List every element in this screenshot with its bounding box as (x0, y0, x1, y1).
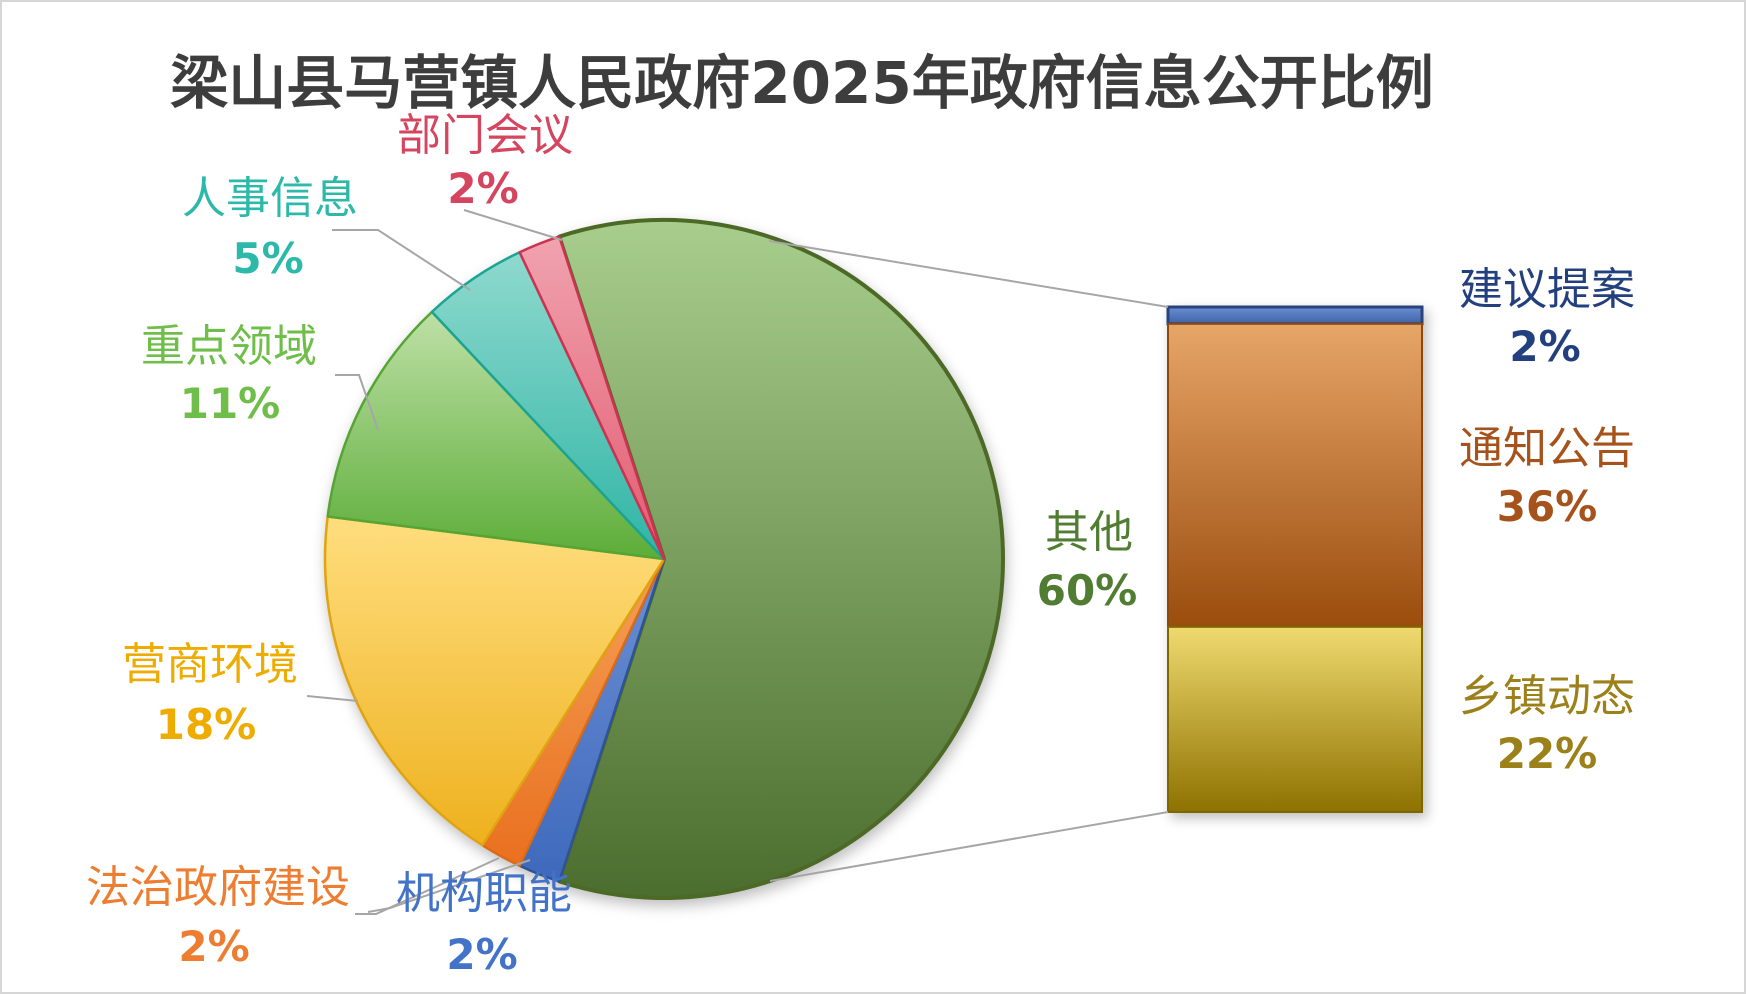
label-leader-line (367, 859, 531, 913)
chart-title: 梁山县马营镇人民政府2025年政府信息公开比例 (170, 49, 1434, 117)
pie-label-personnel: 人事信息 (182, 173, 358, 224)
bar-label-proposals: 建议提案 (1459, 264, 1635, 315)
pie-slice-business-env (323, 515, 666, 847)
label-leader-line (332, 229, 471, 291)
pie-label-dept-meetings: 部门会议 (397, 110, 573, 161)
pie-value-other: 60% (1036, 566, 1138, 615)
pie-value-business-env: 18% (155, 700, 257, 749)
label-leader-line (463, 209, 563, 241)
label-leader-line (306, 695, 359, 702)
bar-value-notices: 36% (1496, 482, 1598, 531)
bar-label-notices: 通知公告 (1459, 423, 1635, 474)
series-connector-line (769, 811, 1169, 882)
pie-slice-key-areas (326, 310, 666, 561)
breakdown-bar (1166, 305, 1424, 813)
label-leader-line (355, 857, 500, 915)
connector-lines (306, 209, 1169, 915)
pie (323, 218, 1005, 900)
pie-label-other: 其他 (1045, 507, 1133, 558)
bar-value-proposals: 2% (1509, 322, 1581, 371)
bar-value-township-news: 22% (1496, 729, 1598, 778)
pie-slice-other (557, 218, 1005, 900)
pie-label-org-functions: 机构职能 (396, 868, 572, 919)
bar-label-township-news: 乡镇动态 (1459, 671, 1635, 722)
pie-value-dept-meetings: 2% (447, 164, 519, 213)
pie-label-business-env: 营商环境 (122, 639, 298, 690)
pie-label-key-areas: 重点领域 (141, 321, 317, 372)
series-connector-line (768, 240, 1169, 308)
pie-value-law-gov: 2% (178, 922, 250, 971)
bar-segment-township-news (1167, 625, 1423, 813)
pie-value-key-areas: 11% (179, 379, 281, 428)
pie-label-law-gov: 法治政府建设 (86, 862, 350, 913)
pie-value-org-functions: 2% (446, 930, 518, 979)
bar-segment-notices (1167, 322, 1423, 628)
pie-slice-dept-meetings (518, 235, 666, 561)
label-leader-line (335, 374, 379, 431)
bar-segment-proposals (1166, 305, 1424, 326)
pie-value-personnel: 5% (232, 234, 304, 283)
